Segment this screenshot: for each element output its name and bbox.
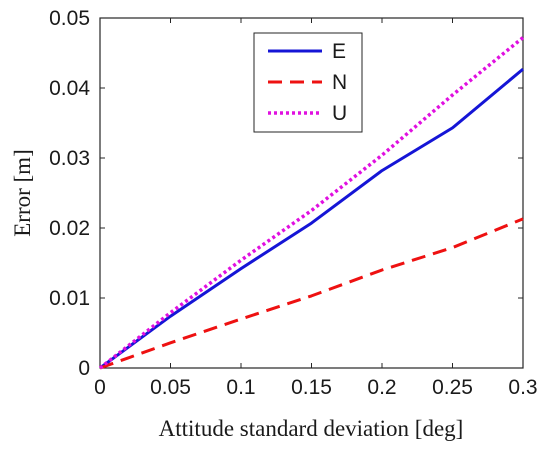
y-tick-label: 0.01	[49, 287, 90, 310]
y-tick-label: 0.04	[49, 77, 90, 100]
legend-label-n: N	[332, 71, 347, 94]
y-tick-label: 0.02	[49, 217, 90, 240]
x-tick-label: 0.1	[226, 376, 255, 399]
x-axis-label: Attitude standard deviation [deg]	[159, 416, 464, 441]
x-tick-label: 0.3	[508, 376, 537, 399]
y-tick-label: 0	[78, 357, 90, 380]
x-tick-label: 0.2	[367, 376, 396, 399]
x-tick-label: 0	[94, 376, 106, 399]
x-tick-label: 0.15	[291, 376, 332, 399]
series-line-e	[99, 67, 524, 370]
y-axis-ticks: 0 0.01 0.02 0.03 0.04 0.05	[49, 7, 523, 380]
series-line-n	[99, 217, 524, 370]
y-tick-label: 0.05	[49, 7, 90, 30]
series-lines	[98, 36, 525, 370]
x-axis-ticks: 0 0.05 0.1 0.15 0.2 0.25 0.3	[94, 18, 538, 399]
y-tick-label: 0.03	[49, 147, 90, 170]
legend-label-u: U	[332, 102, 347, 125]
legend-label-e: E	[332, 40, 346, 63]
x-tick-label: 0.05	[150, 376, 191, 399]
legend: ENU	[253, 32, 363, 133]
x-tick-label: 0.25	[432, 376, 473, 399]
series-line-u	[98, 36, 525, 370]
y-axis-label: Error [m]	[10, 149, 35, 237]
